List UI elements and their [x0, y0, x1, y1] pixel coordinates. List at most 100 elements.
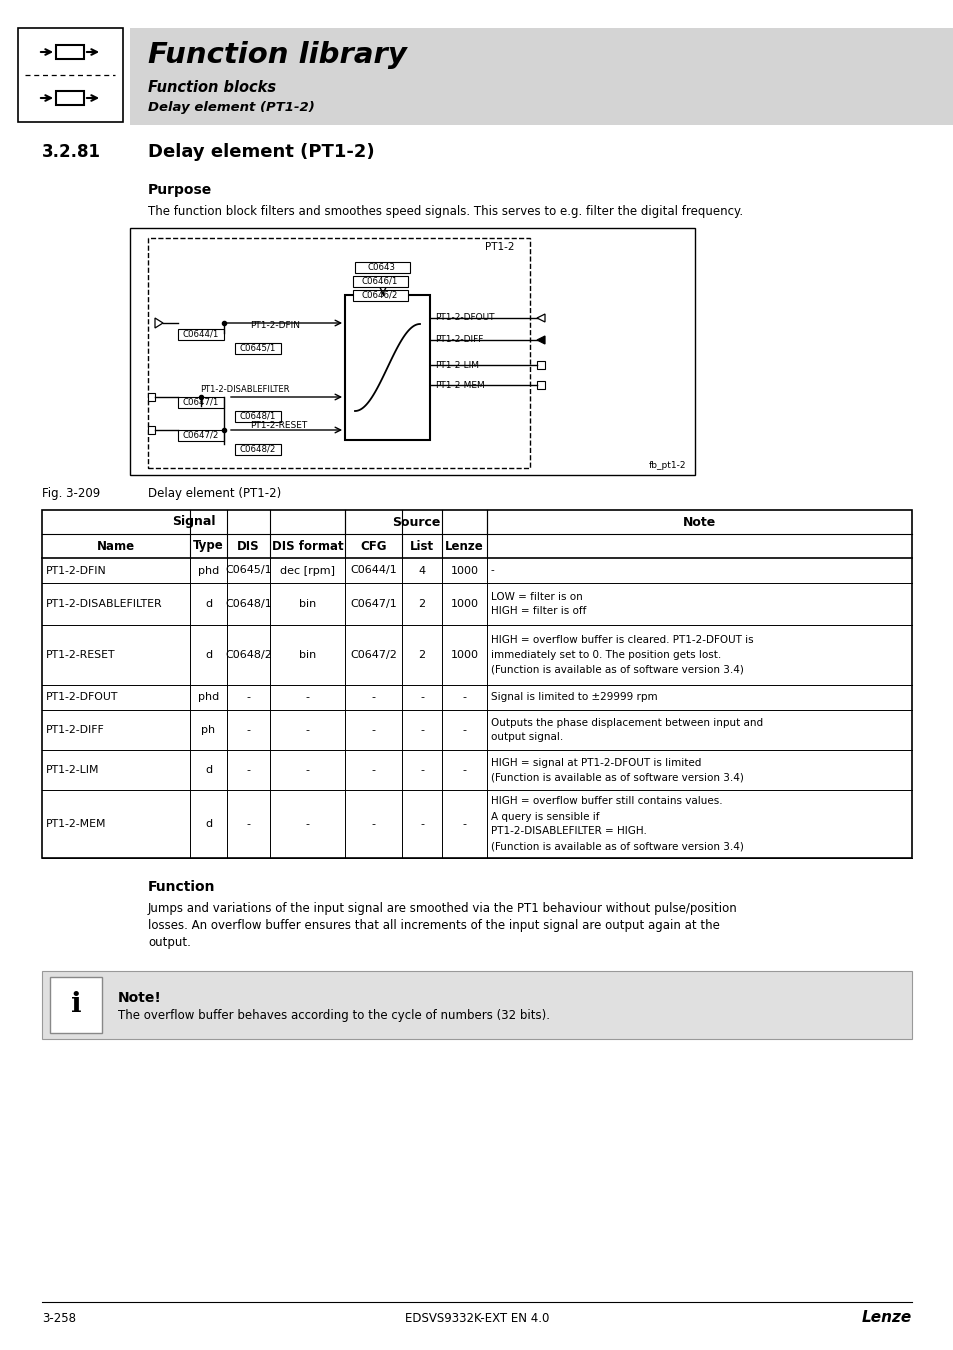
Text: PT1-2: PT1-2 [484, 242, 514, 252]
Bar [56, 90, 84, 105]
Text: HIGH = filter is off: HIGH = filter is off [491, 606, 586, 617]
Text: C0644/1: C0644/1 [350, 566, 396, 575]
Text: (Function is available as of software version 3.4): (Function is available as of software ve… [491, 841, 743, 852]
Text: PT1-2-DFOUT: PT1-2-DFOUT [435, 313, 494, 323]
Text: i: i [71, 991, 81, 1018]
Text: -: - [462, 725, 466, 734]
Text: PT1-2-LIM: PT1-2-LIM [435, 360, 478, 370]
Text: C0647/1: C0647/1 [183, 397, 219, 406]
Text: ph: ph [201, 725, 215, 734]
Text: 2: 2 [418, 649, 425, 660]
Text: 1000: 1000 [450, 566, 478, 575]
Text: Lenze: Lenze [445, 540, 483, 552]
Text: Lenze: Lenze [861, 1311, 911, 1326]
Text: (Function is available as of software version 3.4): (Function is available as of software ve… [491, 666, 743, 675]
Bar [234, 444, 281, 455]
Bar [345, 296, 430, 440]
Text: -: - [246, 693, 251, 702]
Bar [353, 275, 408, 288]
Text: HIGH = overflow buffer still contains values.: HIGH = overflow buffer still contains va… [491, 796, 721, 806]
Text: Note: Note [682, 516, 716, 528]
Text: EDSVS9332K-EXT EN 4.0: EDSVS9332K-EXT EN 4.0 [404, 1311, 549, 1324]
Text: List: List [410, 540, 434, 552]
Text: 1000: 1000 [450, 649, 478, 660]
Text: LOW = filter is on: LOW = filter is on [491, 591, 582, 602]
Text: -: - [371, 765, 375, 775]
Text: C0648/1: C0648/1 [239, 412, 276, 420]
Polygon shape [154, 319, 163, 328]
Text: -: - [419, 765, 423, 775]
Text: -: - [246, 819, 251, 829]
Text: -: - [491, 566, 495, 575]
Text: Delay element (PT1-2): Delay element (PT1-2) [148, 100, 314, 113]
Text: -: - [419, 693, 423, 702]
Text: bin: bin [298, 599, 315, 609]
Text: d: d [205, 599, 212, 609]
Text: C0646/1: C0646/1 [361, 277, 397, 285]
Text: Source: Source [392, 516, 439, 528]
Text: C0648/2: C0648/2 [239, 444, 276, 454]
Text: -: - [371, 693, 375, 702]
Bar [178, 329, 224, 340]
Bar [178, 431, 224, 441]
Text: -: - [419, 819, 423, 829]
Text: PT1-2-DISABLEFILTER: PT1-2-DISABLEFILTER [46, 599, 162, 609]
Text: -: - [305, 693, 309, 702]
Text: PT1-2-RESET: PT1-2-RESET [250, 420, 307, 429]
Text: Delay element (PT1-2): Delay element (PT1-2) [148, 143, 375, 161]
Text: C0647/1: C0647/1 [350, 599, 396, 609]
Text: output signal.: output signal. [491, 733, 562, 743]
Text: d: d [205, 649, 212, 660]
Bar [353, 290, 408, 301]
Text: 2: 2 [418, 599, 425, 609]
Text: Function: Function [148, 880, 215, 894]
Text: PT1-2-DIFF: PT1-2-DIFF [46, 725, 105, 734]
Text: PT1-2-MEM: PT1-2-MEM [46, 819, 107, 829]
Text: Signal: Signal [172, 516, 215, 528]
Text: 3.2.81: 3.2.81 [42, 143, 101, 161]
Text: C0645/1: C0645/1 [225, 566, 272, 575]
Text: -: - [246, 725, 251, 734]
Text: Jumps and variations of the input signal are smoothed via the PT1 behaviour with: Jumps and variations of the input signal… [148, 902, 737, 915]
Bar [537, 360, 544, 369]
Text: immediately set to 0. The position gets lost.: immediately set to 0. The position gets … [491, 649, 720, 660]
Bar [42, 971, 911, 1040]
Text: Type: Type [193, 540, 224, 552]
Text: -: - [419, 725, 423, 734]
Text: PT1-2-DISABLEFILTER: PT1-2-DISABLEFILTER [200, 386, 289, 394]
Text: Outputs the phase displacement between input and: Outputs the phase displacement between i… [491, 717, 762, 728]
Text: -: - [462, 819, 466, 829]
Text: -: - [462, 765, 466, 775]
Text: -: - [246, 765, 251, 775]
Text: PT1-2-RESET: PT1-2-RESET [46, 649, 115, 660]
Text: PT1-2-DISABLEFILTER = HIGH.: PT1-2-DISABLEFILTER = HIGH. [491, 826, 646, 837]
Text: PT1-2-DFOUT: PT1-2-DFOUT [46, 693, 118, 702]
Text: A query is sensible if: A query is sensible if [491, 811, 598, 822]
Text: 3-258: 3-258 [42, 1311, 76, 1324]
Bar [50, 977, 102, 1033]
Text: d: d [205, 765, 212, 775]
Bar [18, 28, 123, 122]
Text: Function blocks: Function blocks [148, 81, 275, 96]
Text: PT1-2-LIM: PT1-2-LIM [46, 765, 99, 775]
Text: fb_pt1-2: fb_pt1-2 [648, 460, 685, 470]
Text: -: - [371, 725, 375, 734]
Bar [130, 228, 695, 475]
Bar [178, 397, 224, 408]
Text: phd: phd [197, 693, 219, 702]
Text: Purpose: Purpose [148, 184, 212, 197]
Text: PT1-2-DFIN: PT1-2-DFIN [250, 320, 299, 329]
Text: C0647/2: C0647/2 [183, 431, 219, 440]
Text: -: - [462, 693, 466, 702]
Text: Fig. 3-209: Fig. 3-209 [42, 487, 100, 500]
Text: CFG: CFG [360, 540, 386, 552]
Text: C0648/2: C0648/2 [225, 649, 272, 660]
Text: bin: bin [298, 649, 315, 660]
Text: PT1-2-DIFF: PT1-2-DIFF [435, 336, 483, 344]
Text: dec [rpm]: dec [rpm] [280, 566, 335, 575]
Text: PT1-2-MEM: PT1-2-MEM [435, 381, 484, 390]
Bar [56, 45, 84, 59]
Text: C0645/1: C0645/1 [239, 343, 276, 352]
Bar [148, 427, 154, 433]
Text: phd: phd [197, 566, 219, 575]
